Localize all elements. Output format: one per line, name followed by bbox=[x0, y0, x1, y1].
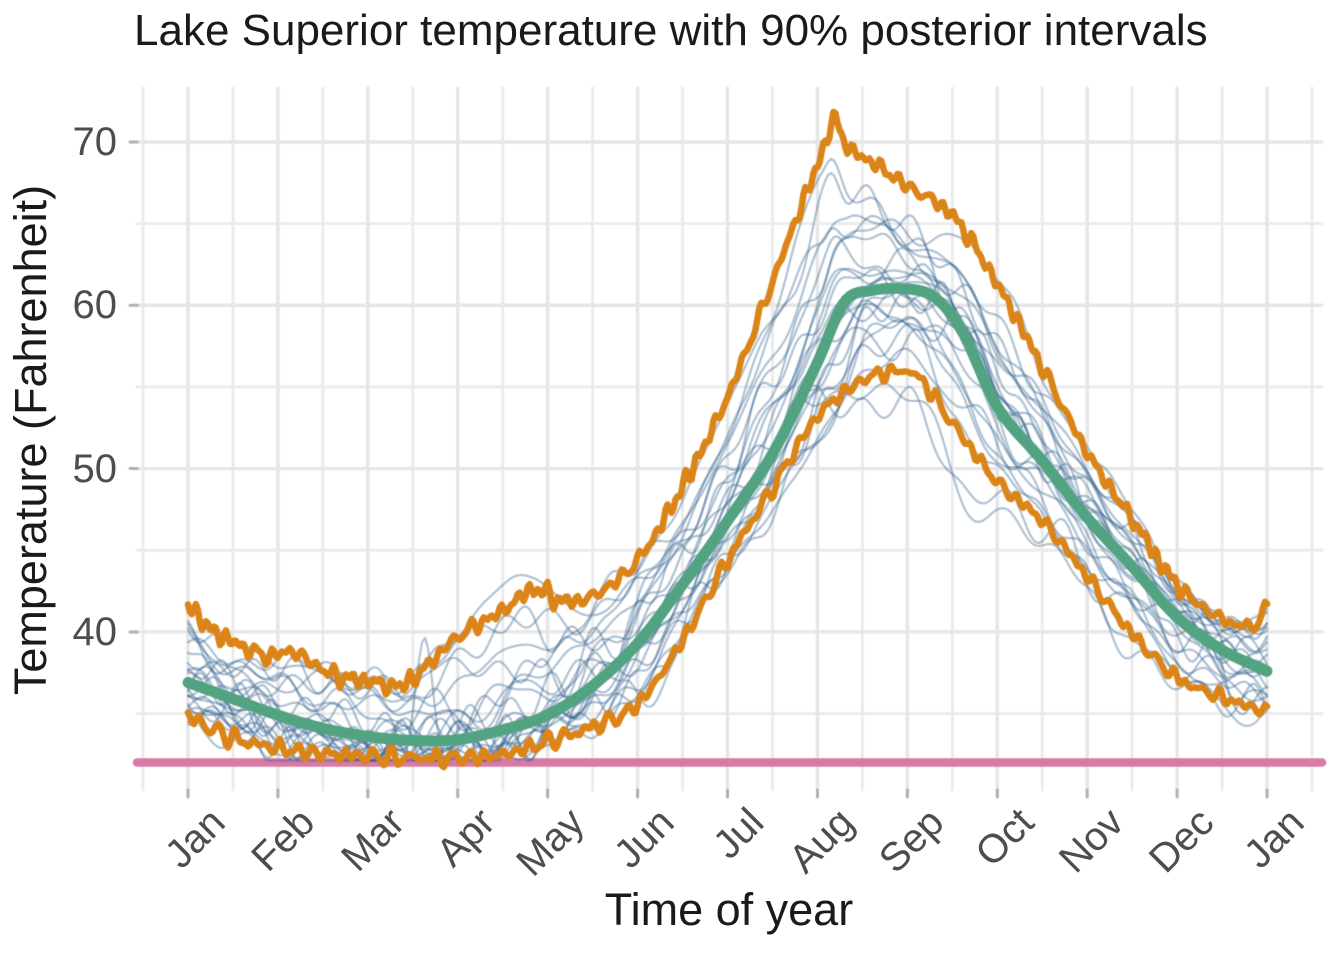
y-tick-label: 50 bbox=[72, 446, 118, 491]
x-axis-title: Time of year bbox=[604, 884, 854, 935]
y-tick-label: 60 bbox=[72, 283, 118, 328]
chart-title: Lake Superior temperature with 90% poste… bbox=[134, 6, 1208, 55]
y-tick-label: 40 bbox=[72, 609, 118, 654]
y-tick-label: 70 bbox=[72, 120, 118, 164]
